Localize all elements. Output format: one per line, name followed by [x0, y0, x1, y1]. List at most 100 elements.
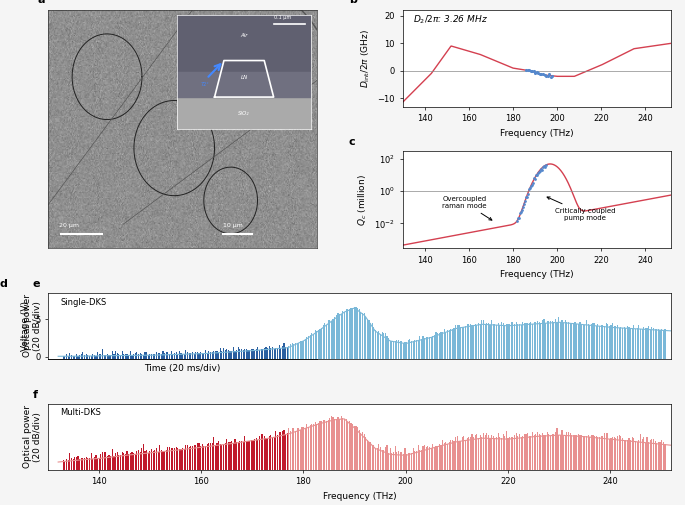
- Bar: [313, 334, 314, 359]
- Bar: [555, 319, 556, 359]
- Bar: [483, 433, 484, 470]
- Bar: [378, 331, 379, 359]
- Bar: [504, 436, 506, 470]
- Bar: [162, 351, 164, 359]
- Bar: [530, 436, 532, 470]
- Bar: [306, 424, 308, 470]
- Bar: [133, 354, 134, 359]
- Bar: [664, 329, 666, 359]
- Bar: [547, 432, 548, 470]
- Bar: [123, 453, 125, 470]
- Bar: [94, 457, 95, 470]
- Bar: [301, 341, 303, 359]
- Bar: [612, 323, 613, 359]
- Bar: [349, 421, 350, 470]
- Bar: [102, 349, 103, 359]
- Bar: [138, 354, 139, 359]
- Bar: [323, 325, 324, 359]
- Bar: [280, 432, 282, 470]
- Bar: [416, 450, 417, 470]
- Bar: [66, 354, 67, 359]
- Bar: [396, 451, 397, 470]
- Bar: [146, 352, 147, 359]
- Bar: [521, 325, 522, 359]
- Bar: [77, 356, 79, 359]
- Bar: [571, 323, 573, 359]
- Bar: [638, 440, 639, 470]
- Bar: [442, 440, 443, 470]
- Bar: [512, 437, 514, 470]
- Bar: [246, 441, 247, 470]
- Bar: [623, 440, 625, 470]
- Point: [512, 214, 523, 222]
- Bar: [73, 357, 74, 359]
- Bar: [620, 327, 621, 359]
- Bar: [491, 435, 493, 470]
- Bar: [345, 309, 347, 359]
- Bar: [161, 354, 162, 359]
- Bar: [524, 434, 525, 470]
- Bar: [84, 355, 85, 359]
- Point: [518, 203, 529, 211]
- Bar: [465, 326, 466, 359]
- Bar: [99, 355, 100, 359]
- Bar: [658, 329, 659, 359]
- Bar: [602, 436, 603, 470]
- Bar: [607, 433, 608, 470]
- Bar: [360, 433, 362, 470]
- Bar: [460, 441, 461, 470]
- Text: 20 μm: 20 μm: [59, 223, 79, 228]
- Bar: [74, 457, 75, 470]
- Bar: [116, 353, 118, 359]
- Bar: [383, 450, 384, 470]
- Bar: [568, 322, 569, 359]
- Bar: [190, 446, 191, 470]
- Bar: [645, 328, 646, 359]
- Bar: [404, 342, 406, 359]
- Bar: [169, 354, 170, 359]
- Text: $D_2/2\pi$: 3.26 MHz: $D_2/2\pi$: 3.26 MHz: [413, 14, 488, 26]
- Bar: [584, 436, 586, 470]
- Bar: [511, 322, 512, 359]
- Bar: [445, 332, 447, 359]
- Bar: [74, 356, 75, 359]
- Bar: [146, 449, 147, 470]
- Y-axis label: Optical power
(20 dB/div): Optical power (20 dB/div): [23, 294, 42, 357]
- Bar: [359, 430, 360, 470]
- Bar: [256, 438, 257, 470]
- Bar: [619, 435, 620, 470]
- Bar: [339, 314, 340, 359]
- Bar: [97, 352, 98, 359]
- Bar: [501, 438, 502, 470]
- Bar: [478, 438, 479, 470]
- Bar: [145, 451, 146, 470]
- Bar: [89, 356, 90, 359]
- Point: [523, 189, 534, 197]
- Bar: [331, 416, 332, 470]
- Bar: [412, 341, 414, 359]
- Bar: [499, 325, 500, 359]
- Bar: [164, 353, 165, 359]
- Bar: [156, 448, 157, 470]
- Bar: [419, 336, 421, 359]
- Bar: [424, 445, 425, 470]
- Bar: [223, 348, 224, 359]
- Bar: [195, 445, 197, 470]
- Bar: [440, 444, 442, 470]
- Bar: [334, 419, 335, 470]
- Bar: [205, 349, 206, 359]
- Bar: [342, 311, 343, 359]
- Text: f: f: [306, 309, 309, 318]
- Bar: [110, 456, 111, 470]
- Bar: [252, 349, 253, 359]
- Bar: [259, 349, 260, 359]
- Point: [525, 184, 536, 192]
- Bar: [197, 443, 198, 470]
- Bar: [228, 442, 229, 470]
- Bar: [234, 351, 236, 359]
- Bar: [260, 434, 262, 470]
- Bar: [262, 434, 263, 470]
- Bar: [166, 352, 167, 359]
- Bar: [208, 443, 210, 470]
- Bar: [380, 334, 381, 359]
